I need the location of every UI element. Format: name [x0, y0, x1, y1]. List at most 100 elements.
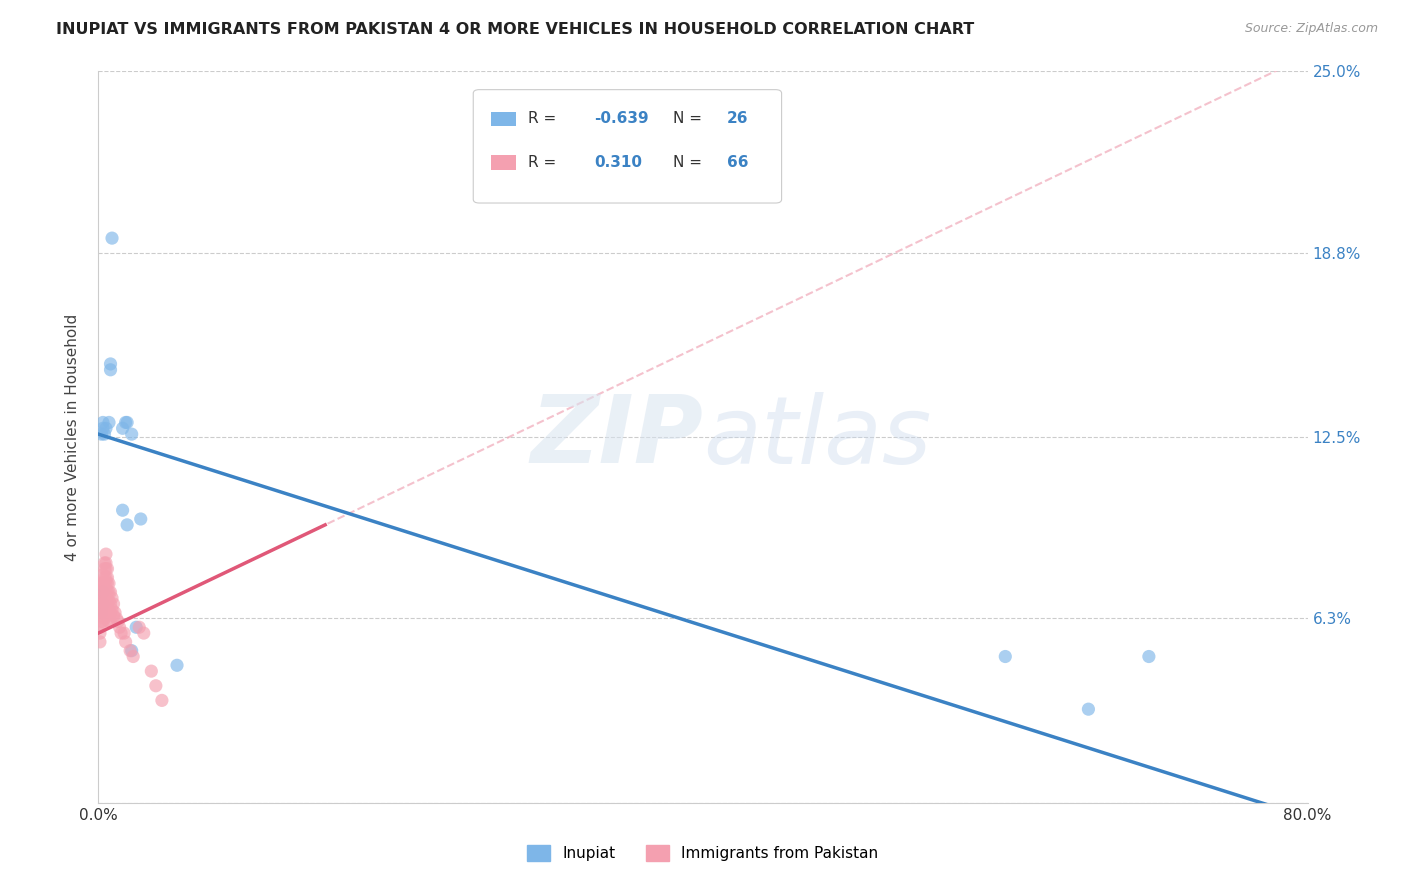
- Point: [100, 606, 122, 620]
- Point: [91, 567, 114, 582]
- Point: [93, 562, 115, 576]
- Point: [91, 591, 114, 605]
- Point: [94, 556, 117, 570]
- Text: 0.310: 0.310: [595, 155, 643, 170]
- Point: [91, 606, 114, 620]
- Point: [994, 649, 1017, 664]
- Point: [90, 594, 112, 608]
- Point: [101, 231, 124, 245]
- Point: [96, 570, 118, 584]
- Point: [145, 679, 167, 693]
- Point: [89, 620, 111, 634]
- Point: [94, 585, 117, 599]
- Text: N =: N =: [672, 112, 707, 127]
- Point: [100, 615, 122, 629]
- Point: [91, 576, 114, 591]
- Point: [115, 416, 138, 430]
- Point: [91, 582, 114, 597]
- Point: [125, 620, 148, 634]
- Point: [91, 416, 114, 430]
- FancyBboxPatch shape: [474, 90, 782, 203]
- Y-axis label: 4 or more Vehicles in Household: 4 or more Vehicles in Household: [65, 313, 80, 561]
- Point: [111, 503, 134, 517]
- Text: atlas: atlas: [703, 392, 931, 483]
- Point: [90, 585, 112, 599]
- Point: [89, 635, 111, 649]
- Point: [93, 570, 115, 584]
- Point: [94, 597, 117, 611]
- Point: [96, 585, 118, 599]
- Point: [98, 576, 121, 591]
- Point: [94, 562, 117, 576]
- Point: [90, 608, 112, 623]
- Point: [114, 416, 136, 430]
- Point: [1077, 702, 1099, 716]
- Point: [166, 658, 188, 673]
- Point: [90, 427, 112, 442]
- Point: [122, 649, 145, 664]
- Point: [108, 620, 131, 634]
- Point: [94, 606, 117, 620]
- Point: [90, 603, 112, 617]
- Point: [141, 664, 163, 678]
- Text: -0.639: -0.639: [595, 112, 648, 127]
- Point: [94, 570, 117, 584]
- Point: [93, 585, 115, 599]
- Point: [90, 597, 112, 611]
- Text: R =: R =: [527, 112, 561, 127]
- Point: [110, 626, 132, 640]
- Point: [90, 615, 112, 629]
- Point: [107, 615, 129, 629]
- Point: [105, 611, 128, 625]
- Text: R =: R =: [527, 155, 561, 170]
- Point: [128, 620, 150, 634]
- Point: [112, 626, 135, 640]
- Point: [98, 416, 121, 430]
- Point: [150, 693, 173, 707]
- Point: [91, 585, 114, 599]
- Text: N =: N =: [672, 155, 707, 170]
- Bar: [492, 155, 516, 170]
- Point: [100, 357, 122, 371]
- Text: INUPIAT VS IMMIGRANTS FROM PAKISTAN 4 OR MORE VEHICLES IN HOUSEHOLD CORRELATION : INUPIAT VS IMMIGRANTS FROM PAKISTAN 4 OR…: [56, 22, 974, 37]
- Point: [103, 597, 125, 611]
- Point: [90, 597, 112, 611]
- Point: [98, 594, 121, 608]
- Point: [100, 597, 122, 611]
- Point: [1137, 649, 1160, 664]
- Point: [103, 608, 125, 623]
- Point: [98, 603, 121, 617]
- Point: [114, 635, 136, 649]
- Text: 26: 26: [727, 112, 748, 127]
- Point: [121, 643, 143, 657]
- Point: [96, 606, 118, 620]
- Point: [94, 421, 117, 435]
- Point: [98, 615, 121, 629]
- Point: [94, 576, 117, 591]
- Point: [100, 585, 122, 599]
- Point: [101, 603, 124, 617]
- Point: [111, 421, 134, 435]
- Point: [93, 594, 115, 608]
- Point: [104, 606, 127, 620]
- Text: 66: 66: [727, 155, 748, 170]
- Point: [91, 421, 114, 435]
- Point: [101, 591, 124, 605]
- Point: [93, 556, 115, 570]
- Text: Source: ZipAtlas.com: Source: ZipAtlas.com: [1244, 22, 1378, 36]
- Point: [96, 576, 118, 591]
- Point: [93, 603, 115, 617]
- Text: ZIP: ZIP: [530, 391, 703, 483]
- Point: [90, 606, 112, 620]
- Point: [100, 363, 122, 377]
- Point: [90, 576, 112, 591]
- Legend: Inupiat, Immigrants from Pakistan: Inupiat, Immigrants from Pakistan: [527, 845, 879, 861]
- Point: [91, 615, 114, 629]
- Point: [93, 427, 115, 442]
- Bar: [492, 112, 516, 127]
- Point: [129, 512, 152, 526]
- Point: [120, 643, 142, 657]
- Point: [91, 597, 114, 611]
- Point: [93, 576, 115, 591]
- Point: [89, 626, 111, 640]
